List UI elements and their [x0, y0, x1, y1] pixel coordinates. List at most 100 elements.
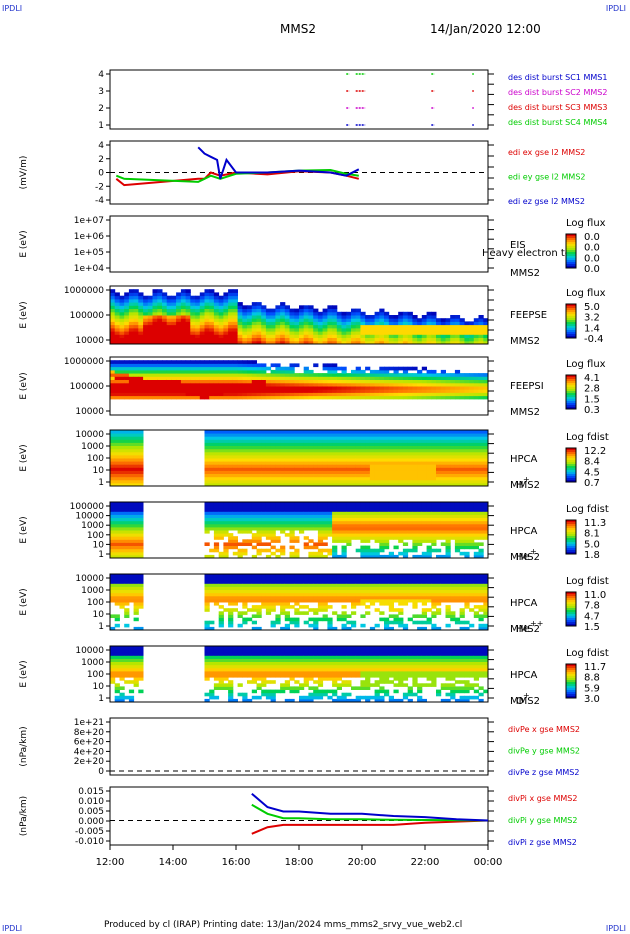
feepse-cell: [388, 318, 394, 322]
hpca-he2-cell: [228, 595, 234, 600]
feepsi-cell: [379, 369, 385, 374]
feepse-cell: [436, 327, 442, 332]
feepse-cell: [332, 308, 338, 313]
feepsi-cell: [483, 386, 489, 390]
hpca-he2-cell: [369, 595, 376, 600]
hpca-h-cell: [242, 436, 248, 440]
hpca-he-cell: [251, 536, 257, 540]
feepse-cell: [251, 324, 257, 329]
hpca-h-cell: [247, 436, 253, 440]
hpca-h-cell: [346, 473, 352, 478]
hpca-he2-cell: [133, 602, 139, 606]
hpca-h-cell: [114, 433, 120, 437]
feepsi-cell: [261, 373, 267, 377]
hpca-he-cell: [265, 530, 272, 534]
feepsi-cell: [110, 366, 116, 371]
hpca-he-cell: [303, 508, 309, 512]
hpca-he2-cell: [284, 611, 290, 615]
feepse-cell: [152, 334, 158, 338]
feepsi-cell: [294, 395, 300, 400]
feepsi-cell: [294, 363, 300, 368]
feepsi-cell: [204, 366, 210, 371]
hpca-h-cell: [284, 467, 290, 471]
feepse-cell: [464, 334, 470, 338]
eis-frame: [109, 215, 489, 273]
feepse-cell: [251, 315, 257, 319]
hpca-h-cell: [209, 448, 215, 453]
hpca-he2-cell: [374, 595, 380, 600]
feepse-cell: [209, 334, 215, 338]
feepse-cell: [242, 331, 248, 335]
hpca-h-cell: [308, 430, 314, 434]
hpca-he2-cell: [313, 595, 319, 600]
hpca-he-cell: [464, 533, 470, 537]
feepse-cell: [317, 324, 324, 329]
hpca-h-cell: [355, 458, 361, 462]
feepsi-cell: [483, 389, 489, 393]
hpca-h-cell: [355, 470, 361, 474]
edi-ytick-label: 0: [98, 169, 104, 179]
feepsi-cell: [284, 386, 290, 390]
hpca-he-cell: [464, 539, 470, 543]
hpca-he-cell: [346, 517, 352, 522]
hpca-he-cell: [327, 548, 333, 553]
hpca-he-cell: [247, 539, 253, 543]
hpca-h-cell: [327, 445, 333, 450]
hpca-he-cell: [426, 517, 432, 522]
feepse-cell: [464, 337, 470, 342]
hpca-h-cell: [247, 451, 253, 456]
feepse-cell: [289, 318, 295, 322]
hpca-he-cell: [450, 530, 456, 534]
hpca-he2-cell: [209, 589, 215, 594]
feepsi-cell: [421, 392, 427, 397]
feepse-cell: [313, 315, 319, 319]
feepse-cell: [365, 321, 371, 326]
feepsi-cell: [204, 376, 210, 380]
feepsi-cell: [114, 373, 120, 377]
hpca-he-cell: [128, 523, 135, 528]
feepse-cell: [110, 305, 116, 309]
hpca-he-cell: [407, 530, 413, 534]
hpca-h-cell: [124, 448, 130, 453]
hpca-he-cell: [412, 554, 418, 559]
hpca-he2-cell: [303, 595, 309, 600]
hpca-he2-cell: [251, 589, 257, 594]
feepse-cell: [114, 334, 120, 338]
hpca-he-cell: [133, 548, 139, 553]
hpca-h-cell: [445, 442, 451, 446]
hpca-he2-cell: [289, 592, 295, 597]
hpca-h-cell: [237, 470, 243, 474]
feepsi-cell: [303, 369, 309, 374]
feepse-cell: [360, 324, 366, 329]
feepse-cell: [251, 321, 257, 326]
hpca-he-cell: [398, 520, 404, 525]
feepsi-cell: [213, 373, 220, 377]
hpca-he2-cell: [251, 583, 257, 587]
hpca-he2-cell: [369, 577, 376, 581]
feepse-cell: [289, 308, 295, 313]
feepse-cell: [407, 318, 413, 322]
feepse-cell: [185, 305, 191, 309]
hpca-he-cell: [265, 536, 272, 540]
hpca-h-cell: [242, 451, 248, 456]
feepsi-cell: [128, 389, 135, 393]
feepse-cell: [119, 298, 125, 303]
hpca-h-cell: [270, 445, 276, 450]
hpca-h-cell: [209, 464, 215, 468]
feepse-cell: [436, 321, 442, 326]
feepsi-cell: [265, 392, 272, 397]
feepse-cell: [407, 334, 413, 338]
hpca-h-cell: [469, 448, 475, 453]
feepsi-cell: [119, 369, 125, 374]
feepsi-cell: [171, 392, 177, 397]
feepsi-cell: [398, 366, 404, 371]
feepsi-cell: [308, 373, 314, 377]
hpca-h-cell: [436, 454, 442, 459]
feepse-cell: [157, 289, 163, 293]
hpca-he2-cell: [332, 595, 338, 600]
hpca-h-cell: [431, 439, 437, 443]
feepsi-cell: [190, 392, 196, 397]
feepsi-cell: [388, 379, 394, 384]
hpca-h-colorbar-swatch: [566, 448, 576, 451]
hpca-he2-cell: [289, 577, 295, 581]
